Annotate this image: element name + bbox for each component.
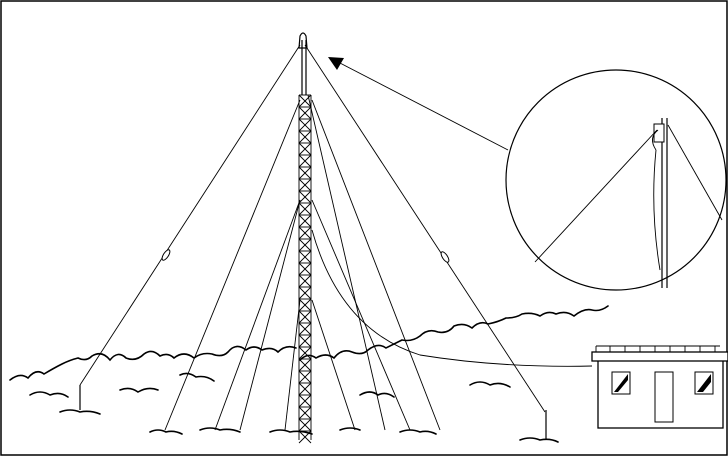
lattice-member [298,346,312,360]
lattice-member [298,238,312,252]
insulator [440,251,450,263]
lattice-member [298,106,312,120]
lattice-tower [298,94,312,444]
lattice-member [298,394,312,408]
building [591,345,728,429]
lattice-member [298,118,312,132]
lattice-member [298,358,312,372]
guy-wire [284,299,301,431]
lattice-member [298,166,312,180]
lattice-member [298,262,312,276]
lattice-member [298,190,312,204]
pointer-arrow [328,57,344,70]
feed-cable [311,229,593,367]
detail-inset [505,69,727,291]
guy-wire [239,199,301,431]
lattice-member [298,178,312,192]
mast-top [298,32,308,95]
lattice-member [298,202,312,216]
guy-wire [311,199,411,431]
lattice-member [298,130,312,144]
lattice-member [298,142,312,156]
lattice-member [298,274,312,288]
lattice-member [298,94,312,108]
guy-wire [79,44,301,386]
lattice-member [298,370,312,384]
lattice-member [298,250,312,264]
guy-wires [79,44,546,431]
lattice-member [298,406,312,420]
lattice-member [298,226,312,240]
lattice-member [298,214,312,228]
guy-wire [164,99,301,431]
lattice-member [298,154,312,168]
lattice-member [298,286,312,300]
lattice-member [298,322,312,336]
pointer-line [337,61,509,151]
guy-wire [311,99,441,431]
guy-wire [311,299,356,431]
lattice-member [298,418,312,432]
lattice-member [298,382,312,396]
insulator [161,249,171,261]
guy-wire [214,199,301,431]
guy-wire [307,94,386,431]
lattice-member [298,298,312,312]
lattice-member [298,334,312,348]
vegetation [9,305,609,443]
lattice-member [298,310,312,324]
guy-wire [304,44,546,413]
